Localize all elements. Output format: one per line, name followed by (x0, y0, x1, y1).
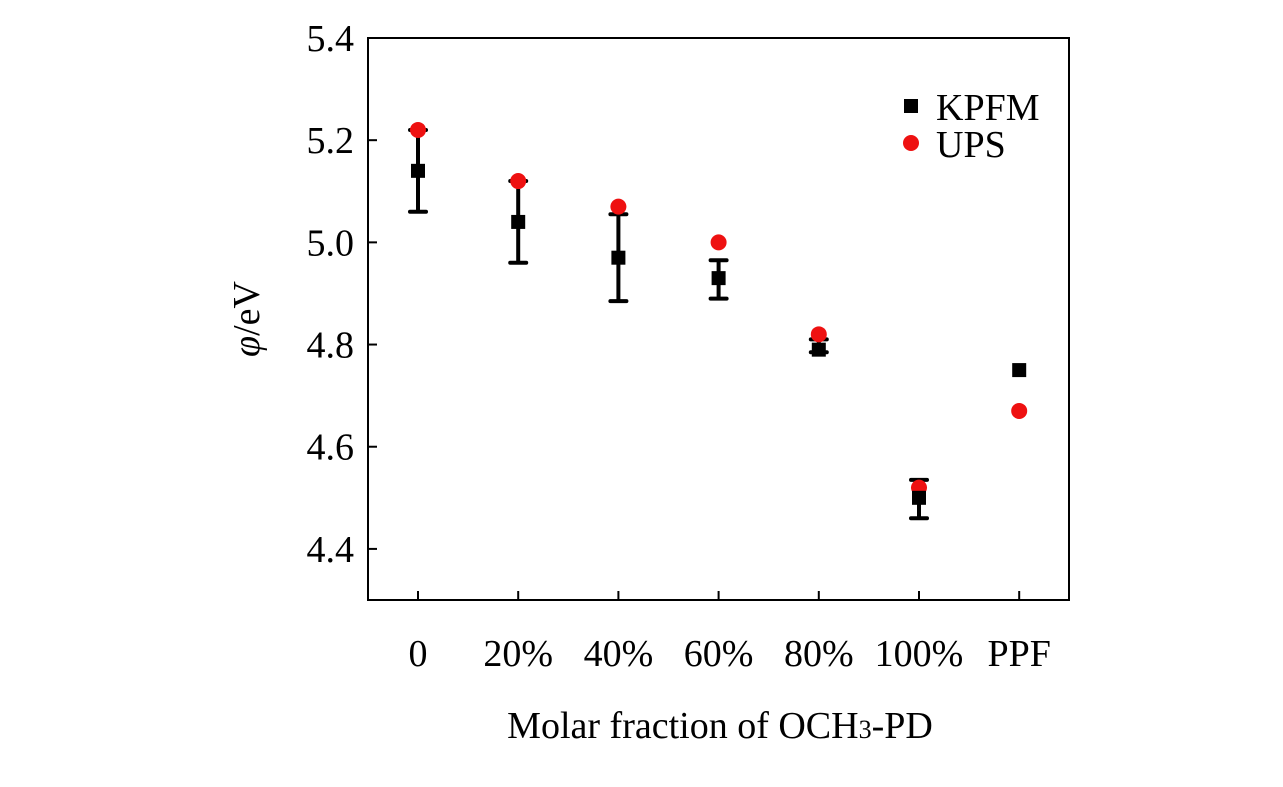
x-axis-label: Molar fraction of OCH3-PD (507, 705, 933, 747)
ups-point (610, 198, 627, 215)
ups-point (810, 326, 827, 343)
y-axis-label-symbol: φ (226, 336, 268, 357)
kpfm-point (1012, 363, 1027, 378)
y-tick-label: 5.4 (307, 18, 355, 60)
series-layer (408, 121, 1028, 521)
x-tick-label: 60% (684, 633, 754, 675)
y-tick-label: 5.2 (307, 120, 355, 162)
kpfm-point (411, 163, 425, 178)
kpfm-point (711, 271, 726, 286)
ups-point (710, 234, 727, 251)
y-tick-label: 5.0 (307, 222, 355, 264)
kpfm-point (811, 342, 826, 357)
kpfm-point (511, 214, 526, 229)
y-tick-label: 4.4 (307, 529, 355, 571)
x-axis-ticks: 0 20% 40% 60% 80% 100% PPF (409, 591, 1051, 675)
ups-point (510, 173, 527, 190)
ups-point (410, 121, 426, 138)
x-axis-label-subscript: 3 (859, 715, 872, 744)
y-tick-label: 4.8 (307, 325, 355, 367)
y-axis-label: φ/eV (226, 280, 268, 356)
x-tick-label: 40% (584, 633, 654, 675)
y-axis-ticks: 4.4 4.6 4.8 5.0 5.2 5.4 (307, 18, 377, 571)
legend-marker-ups (903, 135, 919, 151)
x-tick-label: 20% (483, 633, 553, 675)
legend-label-ups: UPS (936, 124, 1006, 166)
y-tick-label: 4.6 (307, 427, 355, 469)
legend: KPFM UPS (903, 87, 1040, 166)
legend-marker-kpfm (904, 99, 918, 113)
legend-label-kpfm: KPFM (936, 87, 1040, 129)
x-tick-label: 100% (875, 633, 964, 675)
kpfm-point (912, 490, 926, 505)
kpfm-point (611, 250, 626, 265)
x-tick-label: 80% (784, 633, 854, 675)
ups-point (1011, 402, 1028, 419)
x-axis-label-suffix: -PD (872, 705, 933, 747)
y-axis-label-unit: /eV (226, 280, 268, 335)
x-axis-label-prefix: Molar fraction of OCH (507, 705, 858, 747)
x-tick-label: 0 (409, 633, 428, 675)
x-tick-label: PPF (987, 633, 1050, 675)
